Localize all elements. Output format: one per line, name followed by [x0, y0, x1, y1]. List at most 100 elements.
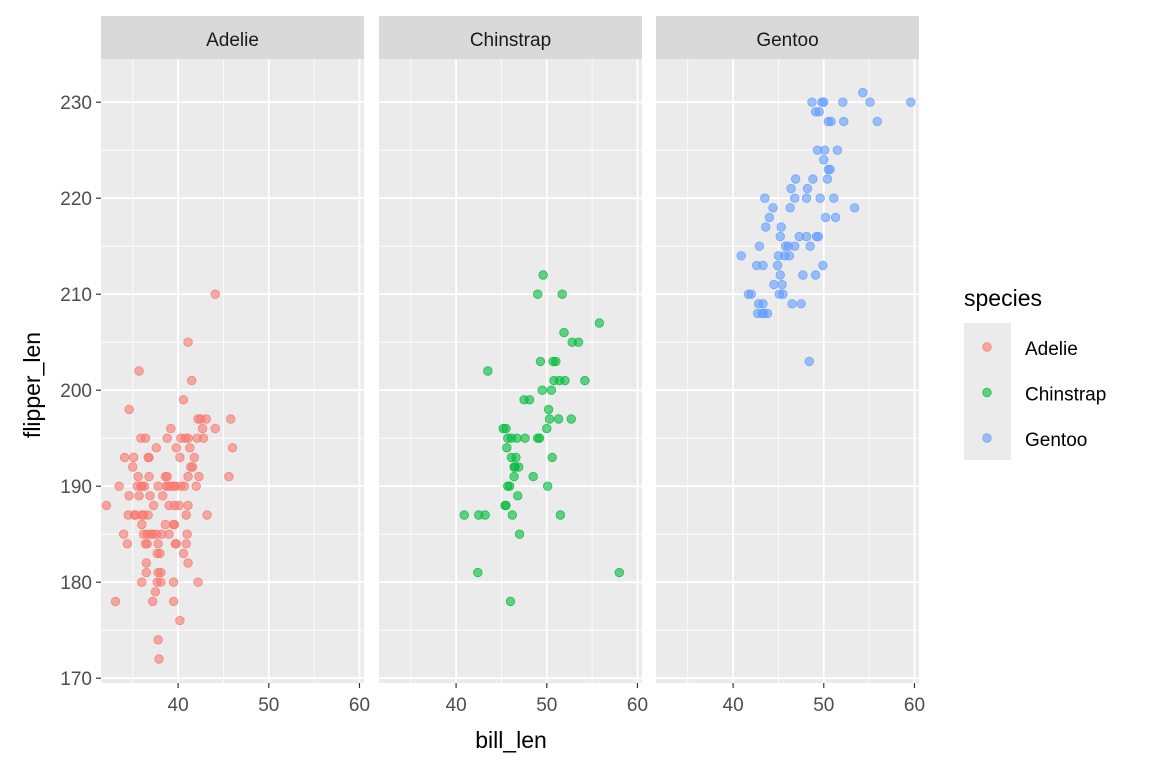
panel-background [656, 59, 919, 683]
legend-label-chinstrap: Chinstrap [1025, 385, 1106, 406]
data-point [849, 203, 860, 213]
data-point [805, 241, 815, 251]
data-point [157, 491, 168, 501]
data-point [175, 452, 185, 463]
data-point [201, 414, 211, 424]
data-point [546, 385, 557, 395]
data-point [134, 366, 144, 376]
data-point [775, 231, 785, 242]
data-point [147, 596, 158, 607]
facet-strip-label: Adelie [206, 30, 259, 51]
y-tick-label: 190 [60, 477, 92, 498]
data-point [142, 539, 152, 549]
data-point [822, 174, 833, 184]
data-point [758, 299, 768, 309]
x-tick-label: 40 [723, 695, 744, 716]
data-point [171, 539, 181, 549]
data-point [153, 539, 163, 549]
x-tick-label: 50 [258, 695, 279, 716]
data-point [183, 500, 193, 511]
data-point [819, 155, 829, 165]
data-point [156, 577, 166, 587]
data-point [830, 212, 841, 223]
data-point [153, 481, 163, 491]
data-point [193, 577, 203, 587]
data-point [547, 452, 557, 463]
data-point [802, 183, 813, 194]
data-point [520, 433, 530, 443]
data-point [906, 97, 916, 107]
data-point [778, 289, 788, 299]
data-point [501, 500, 511, 511]
data-point [185, 443, 195, 453]
data-point [183, 433, 193, 443]
data-point [150, 587, 161, 597]
data-point [772, 260, 783, 271]
legend-key-chinstrap [982, 387, 992, 398]
data-point [137, 577, 147, 587]
y-tick-label: 230 [60, 93, 92, 114]
data-point [501, 423, 511, 434]
data-point [169, 519, 180, 530]
data-point [784, 251, 795, 261]
x-tick-label: 50 [536, 695, 557, 716]
data-point [826, 116, 836, 127]
data-point [118, 529, 129, 539]
data-point [160, 519, 171, 530]
data-point [101, 500, 112, 511]
data-point [140, 433, 151, 443]
data-point [538, 270, 548, 280]
data-point [227, 443, 238, 453]
data-point [225, 414, 236, 424]
data-point [148, 500, 159, 511]
data-point [164, 529, 174, 539]
data-point [124, 404, 134, 415]
data-point [775, 270, 785, 280]
data-point [566, 414, 576, 424]
facet-panel-chinstrap: Chinstrap 40 50 60 [379, 16, 648, 716]
data-point [168, 596, 179, 607]
data-point [790, 174, 801, 184]
data-point [832, 145, 843, 155]
data-point [533, 289, 543, 299]
data-point [183, 337, 193, 347]
data-point [224, 471, 234, 482]
data-point [807, 97, 817, 107]
data-point [764, 212, 775, 223]
data-point [137, 519, 147, 530]
data-point [758, 260, 768, 271]
data-point [145, 491, 155, 501]
data-point [502, 443, 512, 453]
data-point [166, 423, 176, 434]
data-point [513, 491, 523, 501]
data-point [559, 327, 569, 338]
data-point [194, 471, 204, 482]
y-tick-label: 220 [60, 189, 92, 210]
data-point [122, 539, 133, 549]
data-point [614, 567, 625, 578]
data-point [769, 279, 779, 290]
y-axis-title: flipper_len [19, 332, 45, 438]
legend-key-adelie [982, 342, 992, 352]
data-point [128, 462, 138, 472]
data-point [754, 241, 765, 251]
x-tick-label: 40 [446, 695, 467, 716]
data-point [473, 567, 483, 578]
data-point [151, 443, 162, 453]
data-point [459, 510, 469, 520]
data-point [553, 414, 564, 424]
data-point [504, 481, 515, 491]
data-point [141, 558, 152, 568]
data-point [776, 222, 786, 232]
data-point [838, 97, 848, 107]
facet-panel-gentoo: Gentoo 40 50 60 [656, 16, 925, 716]
data-point [183, 558, 193, 568]
data-point [179, 481, 190, 491]
data-point [528, 471, 538, 482]
data-point [524, 395, 535, 405]
data-point [820, 212, 831, 223]
data-point [543, 404, 554, 415]
facet-strip-label: Gentoo [756, 30, 818, 51]
data-point [507, 510, 518, 520]
